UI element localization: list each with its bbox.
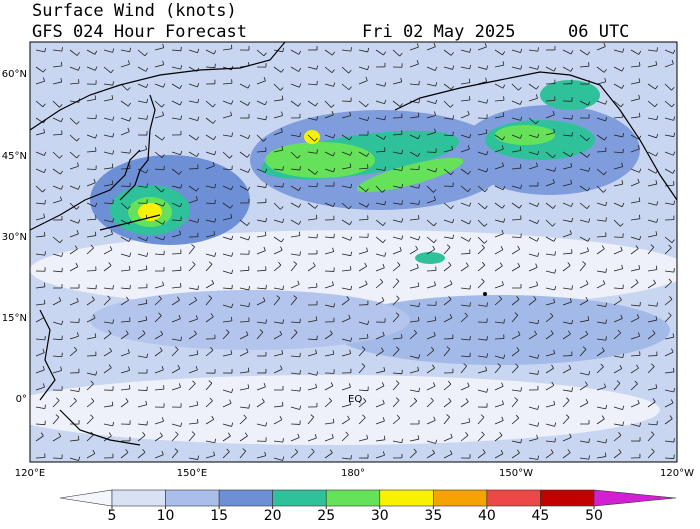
wind-barb [300,370,301,374]
colorbar: 5 10 15 20 25 30 35 40 45 50 [60,490,676,524]
wind-barb [639,113,640,117]
lon-label: 120°W [660,468,694,479]
wind-barb [555,251,556,255]
time: 06 UTC [568,22,629,42]
wind-barb [470,302,471,306]
colorbar-label: 35 [424,508,442,524]
lat-label: 60°N [2,69,27,80]
wind-barb [487,336,488,340]
wind-barb [606,217,607,221]
wind-barb [113,81,114,85]
colorbar-label: 30 [371,508,389,524]
colorbar-segment [380,490,434,506]
colorbar-segment [487,490,541,506]
wind-barb [231,45,232,49]
wind-barb [639,215,640,219]
colorbar-segment [112,490,166,506]
wind-barb [333,419,334,423]
wind-barb [521,387,522,391]
colorbar-label: 45 [532,508,550,524]
colorbar-segment [219,490,273,506]
wind-barb [444,186,453,187]
wind-barb [44,283,45,287]
wind-barb [665,458,674,459]
colorbar-label: 25 [317,508,335,524]
wind-barb [351,455,352,459]
colorbar-segment [433,490,487,506]
wind-barb [546,100,555,101]
equator-label: EQ [348,394,362,405]
colorbar-label: 15 [210,508,228,524]
lat-label: 0° [16,394,27,405]
colorbar-label: 20 [264,508,282,524]
lat-label: 15°N [2,313,27,324]
colorbar-segment [166,490,220,506]
wind-barb [418,113,419,117]
wind-barb [87,169,96,170]
wind-barb [606,336,607,340]
wind-barb [172,220,181,221]
map-field [0,42,690,462]
lat-label: 30°N [2,232,27,243]
colorbar-segment [60,490,112,506]
wind-barb [121,186,130,187]
wind-barb [657,47,658,51]
colorbar-segment [273,490,327,506]
colorbar-segment [540,490,594,506]
wind-barb [130,149,131,153]
wind-barb [249,404,250,408]
lon-label: 150°W [499,468,533,479]
wind-barb [589,455,590,459]
colorbar-segment [594,490,676,506]
wind-barb [104,203,113,204]
lon-label: 150°E [177,468,207,479]
date: Fri 02 May 2025 [362,22,516,42]
wind-barb [657,302,658,306]
wind-barb [44,300,45,304]
wind-barb [572,115,573,119]
colorbar-label: 50 [585,508,603,524]
lon-label: 180° [341,468,365,479]
colorbar-label: 5 [108,508,117,524]
wind-barb [45,251,46,255]
colorbar-label: 40 [478,508,496,524]
wind-barb [70,322,79,323]
lat-label: 45°N [2,151,27,162]
colorbar-segment [326,490,380,506]
wind-barb [384,436,385,440]
wind-barb [283,166,284,170]
wind-barb [495,338,504,339]
lon-label: 120°E [15,468,45,479]
title: Surface Wind (knots) [32,1,237,21]
wind-barb [62,47,63,51]
wind-barb [351,47,352,51]
wind-barb [418,317,419,321]
wind-barb [538,47,539,51]
subtitle: GFS 024 Hour Forecast [32,22,247,42]
wind-barb [316,215,317,219]
wind-barb [61,62,62,66]
colorbar-label: 10 [157,508,175,524]
